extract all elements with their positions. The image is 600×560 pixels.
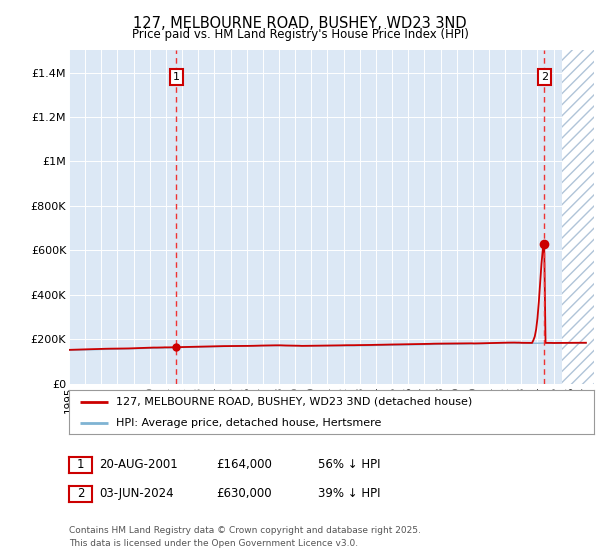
Text: 2: 2 bbox=[77, 487, 84, 501]
Bar bbox=[562, 50, 594, 384]
Bar bbox=[562, 50, 594, 384]
Text: £164,000: £164,000 bbox=[216, 458, 272, 472]
Text: 127, MELBOURNE ROAD, BUSHEY, WD23 3ND (detached house): 127, MELBOURNE ROAD, BUSHEY, WD23 3ND (d… bbox=[116, 396, 473, 407]
Text: 2: 2 bbox=[541, 72, 548, 82]
Text: 03-JUN-2024: 03-JUN-2024 bbox=[99, 487, 173, 501]
Text: 39% ↓ HPI: 39% ↓ HPI bbox=[318, 487, 380, 501]
Text: Contains HM Land Registry data © Crown copyright and database right 2025.
This d: Contains HM Land Registry data © Crown c… bbox=[69, 526, 421, 548]
Text: 56% ↓ HPI: 56% ↓ HPI bbox=[318, 458, 380, 472]
Text: 20-AUG-2001: 20-AUG-2001 bbox=[99, 458, 178, 472]
Text: 1: 1 bbox=[173, 72, 180, 82]
Text: HPI: Average price, detached house, Hertsmere: HPI: Average price, detached house, Hert… bbox=[116, 418, 382, 428]
Text: £630,000: £630,000 bbox=[216, 487, 272, 501]
Text: 1: 1 bbox=[77, 458, 84, 472]
Text: 127, MELBOURNE ROAD, BUSHEY, WD23 3ND: 127, MELBOURNE ROAD, BUSHEY, WD23 3ND bbox=[133, 16, 467, 31]
Text: Price paid vs. HM Land Registry's House Price Index (HPI): Price paid vs. HM Land Registry's House … bbox=[131, 28, 469, 41]
